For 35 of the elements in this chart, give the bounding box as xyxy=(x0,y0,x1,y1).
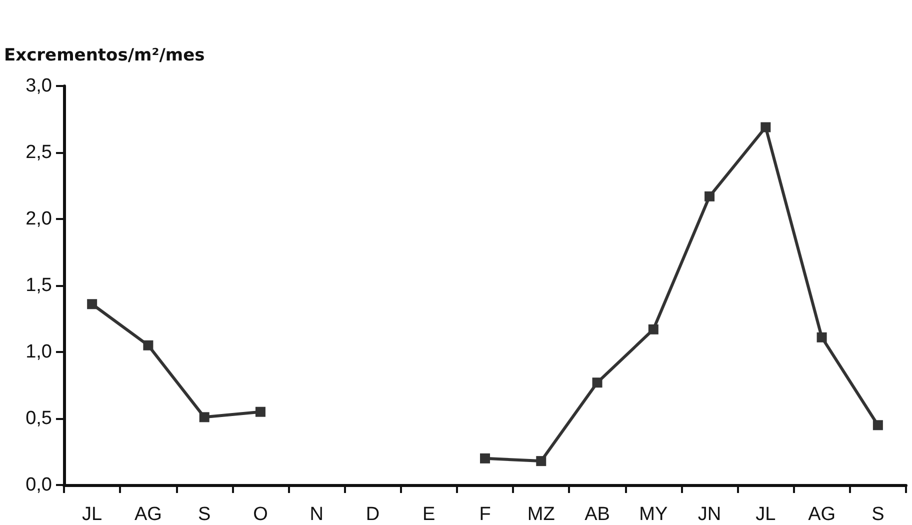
x-tick-label: F xyxy=(479,504,491,525)
x-tick-label: S xyxy=(872,504,884,525)
point xyxy=(816,332,827,342)
y-tick-label: 0,5 xyxy=(26,408,52,429)
x-tick-label: JN xyxy=(698,504,722,525)
x-tick-label: D xyxy=(366,504,380,525)
y-tick-label: 1,5 xyxy=(26,275,52,296)
point xyxy=(143,340,154,350)
x-tick-label: AG xyxy=(134,504,162,525)
x-tick-label: E xyxy=(422,504,436,525)
y-tick-label: 2,0 xyxy=(26,208,52,230)
y-tick-label: 2,5 xyxy=(26,142,52,163)
x-tick-label: AB xyxy=(584,504,610,525)
x-tick-label: JL xyxy=(756,504,776,525)
point xyxy=(872,420,883,430)
point xyxy=(592,378,602,388)
x-tick-label: AG xyxy=(808,504,836,525)
x-tick-label: MY xyxy=(639,504,668,525)
point xyxy=(480,453,490,464)
point xyxy=(704,191,715,202)
x-tick-label: N xyxy=(310,504,324,525)
point xyxy=(760,122,771,132)
y-axis-title: Excrementos/m²/mes xyxy=(4,46,205,66)
x-tick-label: S xyxy=(198,504,211,525)
point xyxy=(87,299,98,310)
point xyxy=(199,412,210,422)
x-tick-label: JL xyxy=(82,504,102,525)
point xyxy=(255,406,266,417)
point xyxy=(648,324,658,334)
y-tick-label: 1,0 xyxy=(26,342,52,362)
point xyxy=(536,456,546,466)
y-tick-label: 3,0 xyxy=(26,76,52,96)
y-tick-label: 0,0 xyxy=(26,474,52,496)
x-tick-label: MZ xyxy=(527,504,556,525)
x-tick-label: O xyxy=(253,504,268,525)
